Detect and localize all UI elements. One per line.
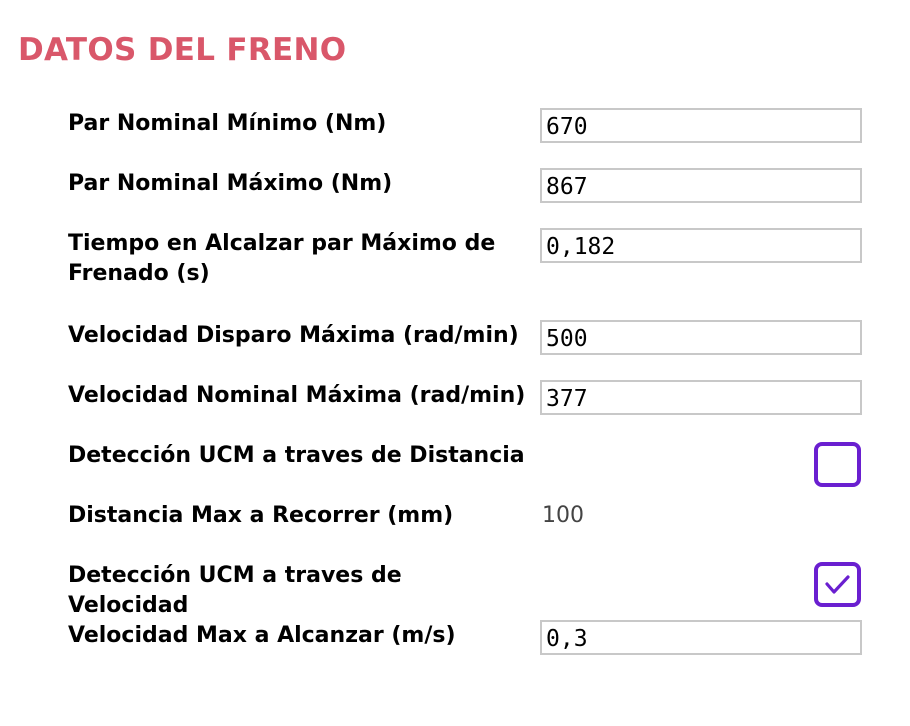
velocidad-disparo-maxima-label: Velocidad Disparo Máxima (rad/min): [68, 323, 519, 348]
distancia-max-recorrer-label: Distancia Max a Recorrer (mm): [68, 503, 454, 528]
par-nominal-maximo-input[interactable]: [540, 168, 862, 203]
tiempo-alcanzar-par-label: Tiempo en Alcalzar par Máximo de Frenado…: [68, 231, 496, 286]
velocidad-max-alcanzar-input[interactable]: [540, 620, 862, 655]
distancia-max-recorrer-value: 100: [542, 503, 584, 528]
velocidad-max-alcanzar-label: Velocidad Max a Alcanzar (m/s): [68, 623, 456, 648]
velocidad-nominal-maxima-label: Velocidad Nominal Máxima (rad/min): [68, 383, 526, 408]
deteccion-ucm-distancia-label: Detección UCM a traves de Distancia: [68, 443, 525, 468]
deteccion-ucm-velocidad-label: Detección UCM a traves de Velocidad: [68, 563, 402, 618]
checkmark-icon: [825, 575, 850, 594]
par-nominal-minimo-input[interactable]: [540, 108, 862, 143]
par-nominal-maximo-label: Par Nominal Máximo (Nm): [68, 171, 393, 196]
velocidad-disparo-maxima-input[interactable]: [540, 320, 862, 355]
deteccion-ucm-velocidad-checkbox[interactable]: [814, 562, 861, 607]
par-nominal-minimo-label: Par Nominal Mínimo (Nm): [68, 111, 387, 136]
tiempo-alcanzar-par-input[interactable]: [540, 228, 862, 263]
section-title: DATOS DEL FRENO: [18, 32, 347, 68]
deteccion-ucm-distancia-checkbox[interactable]: [814, 442, 861, 487]
velocidad-nominal-maxima-input[interactable]: [540, 380, 862, 415]
